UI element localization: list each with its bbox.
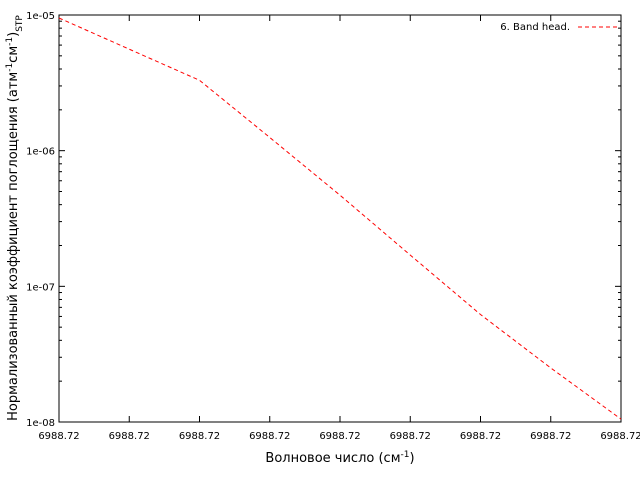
y-tick-label: 1e-08 [26,418,55,429]
x-axis-label: Волновое число (см-1) [265,450,414,466]
series-layer [58,17,622,420]
x-tick-label: 6988.72 [319,431,360,442]
x-tick-label: 6988.72 [530,431,571,442]
y-axis-label: Нормализованный коэффициент поглощения (… [5,15,25,421]
y-tick-label: 1e-05 [26,11,55,22]
plot-frame [58,14,622,423]
x-tick-label: 6988.72 [109,431,150,442]
legend: 6. Band head. [500,22,620,33]
x-tick-label: 6988.72 [600,431,640,442]
x-tick-label: 6988.72 [38,431,79,442]
legend-entry-label: 6. Band head. [500,22,570,33]
series-line [58,17,622,420]
x-tick-label: 6988.72 [390,431,431,442]
x-tick-label: 6988.72 [179,431,220,442]
x-axis: 6988.72 6988.72 6988.72 6988.72 6988.72 6988.… [38,15,640,442]
y-axis: 1e-05 1e-06 1e-07 1e-08 [26,11,621,429]
x-tick-label: 6988.72 [460,431,501,442]
x-tick-label: 6988.72 [249,431,290,442]
y-tick-label: 1e-06 [26,147,55,158]
y-tick-label: 1e-07 [26,282,55,293]
